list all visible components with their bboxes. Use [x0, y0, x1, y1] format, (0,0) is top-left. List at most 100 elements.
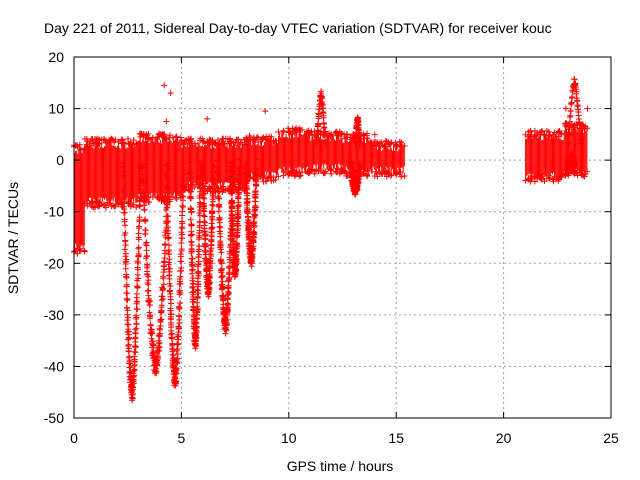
data-point	[551, 129, 558, 136]
data-band	[532, 134, 534, 174]
data-band	[324, 139, 326, 164]
data-point	[217, 233, 224, 240]
data-band	[339, 139, 341, 165]
data-band	[196, 146, 198, 186]
data-point	[142, 230, 149, 237]
data-point	[356, 164, 363, 171]
data-point	[318, 100, 325, 107]
data-point	[228, 186, 235, 193]
data-point	[118, 140, 125, 147]
data-band	[157, 141, 159, 195]
data-point	[124, 329, 131, 336]
data-point	[96, 202, 103, 209]
data-band	[397, 151, 399, 168]
data-band	[314, 134, 316, 167]
data-point	[253, 170, 260, 177]
data-point	[173, 133, 180, 140]
data-point	[398, 139, 405, 146]
data-point	[322, 140, 329, 147]
data-point	[139, 171, 146, 178]
y-tick-label: 10	[48, 101, 64, 117]
data-point	[89, 198, 96, 205]
data-point	[235, 175, 242, 182]
data-band	[585, 131, 587, 173]
data-point	[188, 255, 195, 262]
data-band	[131, 141, 134, 200]
data-band	[205, 146, 207, 185]
data-band	[571, 126, 573, 170]
data-band	[292, 131, 294, 171]
data-band	[253, 138, 255, 174]
data-point	[195, 305, 202, 312]
data-point	[204, 115, 211, 122]
data-point	[186, 158, 193, 165]
data-point	[166, 287, 173, 294]
data-point	[136, 198, 143, 205]
data-point	[201, 229, 208, 236]
data-band	[369, 139, 371, 170]
data-band	[288, 133, 290, 168]
data-point	[555, 133, 562, 140]
data-band	[278, 135, 280, 170]
data-point	[177, 299, 184, 306]
data-point	[194, 295, 201, 302]
data-band	[245, 142, 247, 176]
data-band	[263, 145, 265, 177]
data-point	[141, 207, 148, 214]
data-band	[328, 134, 330, 171]
data-band	[308, 132, 310, 175]
data-point	[225, 291, 232, 298]
data-band	[394, 150, 396, 175]
data-point	[210, 175, 217, 182]
data-point	[570, 124, 577, 131]
data-point	[321, 124, 328, 131]
data-point	[229, 199, 236, 206]
data-point	[236, 167, 243, 174]
data-point	[275, 173, 282, 180]
data-point	[246, 237, 253, 244]
data-point	[208, 237, 215, 244]
data-point	[194, 286, 201, 293]
data-point	[379, 141, 386, 148]
data-point	[124, 314, 131, 321]
y-tick-label: -10	[44, 204, 64, 220]
data-point	[527, 175, 534, 182]
data-point	[134, 266, 141, 273]
data-point	[180, 160, 187, 167]
data-point	[260, 172, 267, 179]
data-point	[371, 131, 378, 138]
data-band	[555, 134, 557, 176]
data-band	[269, 141, 271, 175]
data-band	[113, 146, 115, 198]
data-point	[383, 168, 390, 175]
data-point	[392, 170, 399, 177]
data-point	[225, 284, 232, 291]
data-point	[200, 190, 207, 197]
data-band	[531, 138, 533, 179]
data-band	[171, 142, 173, 196]
data-band	[568, 128, 570, 173]
data-band	[302, 134, 304, 168]
data-point	[140, 164, 147, 171]
data-band	[186, 142, 188, 185]
data-point	[130, 372, 137, 379]
data-point	[159, 286, 166, 293]
data-point	[576, 169, 583, 176]
data-point	[379, 170, 386, 177]
data-band	[76, 150, 78, 246]
data-point	[175, 325, 182, 332]
data-point	[245, 213, 252, 220]
data-band	[387, 148, 389, 175]
data-point	[209, 190, 216, 197]
data-point	[144, 268, 151, 275]
data-point	[149, 330, 156, 337]
data-band	[250, 140, 252, 179]
data-band	[237, 142, 239, 185]
data-point	[563, 120, 570, 127]
data-point	[252, 204, 259, 211]
data-band	[195, 142, 197, 187]
data-band	[81, 153, 83, 246]
data-band	[159, 139, 161, 197]
data-point	[195, 243, 202, 250]
data-band	[544, 135, 546, 178]
